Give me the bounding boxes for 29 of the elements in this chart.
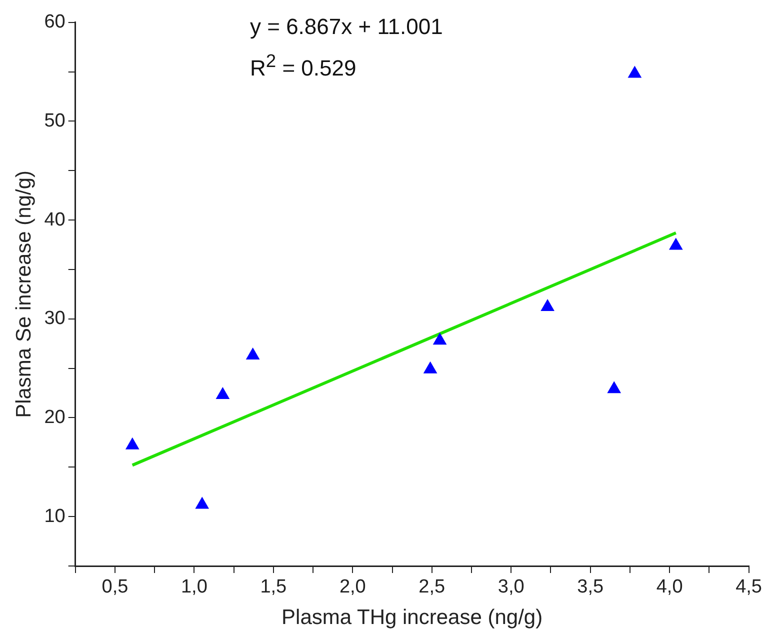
y-axis-title: Plasma Se increase (ng/g): [12, 170, 36, 418]
x-axis-title: Plasma THg increase (ng/g): [282, 606, 543, 630]
point: [423, 361, 438, 374]
point: [628, 66, 642, 78]
point: [195, 496, 210, 509]
x-tick-label: 3,0: [498, 576, 524, 598]
point: [216, 387, 230, 400]
annotation: y = 6.867x + 11.001: [250, 14, 443, 40]
y-tick-label: 30: [44, 308, 66, 330]
x-tick-label: 0,5: [102, 576, 128, 598]
x-tick-label: 4,5: [736, 576, 762, 598]
x-tick-label: 4,0: [656, 576, 683, 598]
x-tick-label: 2,5: [418, 576, 446, 598]
annotation: R$^{2}$ = 0.529: [250, 50, 356, 82]
x-tick-label: 2,0: [339, 576, 366, 598]
point: [246, 347, 260, 360]
y-tick-label: 40: [44, 209, 66, 230]
x-tick-label: 1,0: [180, 576, 208, 598]
y-tick-label: 50: [44, 110, 66, 132]
y-tick-label: 10: [44, 506, 66, 527]
y-tick-label: 20: [44, 406, 66, 428]
point: [125, 437, 140, 450]
x-tick-label: 3,5: [577, 576, 604, 598]
point: [432, 332, 447, 345]
point: [540, 299, 554, 312]
y-tick-label: 60: [44, 12, 66, 33]
x-tick-label: 1,5: [260, 576, 287, 598]
point: [668, 238, 683, 250]
point: [607, 381, 622, 394]
